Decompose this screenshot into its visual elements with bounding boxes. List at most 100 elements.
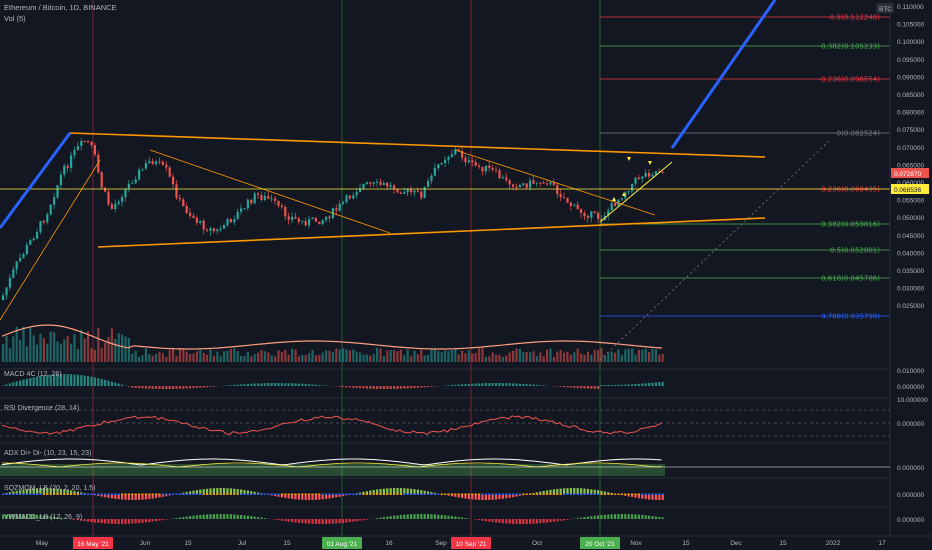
candle-body [236,211,239,220]
macd-bar [250,383,253,386]
macd-bar [471,383,474,386]
candle-body [117,201,120,204]
macd-bar [206,386,209,388]
sqzmom-bar [552,489,555,494]
sqzmom-bar [478,494,481,500]
sqz-dot [406,493,409,495]
volume-bar [12,336,15,362]
volume-bar [246,352,249,362]
sqzmom-bar [331,494,334,498]
sqz-dot [573,493,576,495]
candle-body [413,190,416,193]
sqz-dot [110,493,113,495]
macd-bar [56,374,59,386]
sqzmom-bar [386,488,389,494]
sqzmom-bar [59,488,62,494]
sqzmom-bar [131,494,134,500]
sqzmom-bar [627,494,630,497]
sqz-dot [474,493,477,495]
sqz-dot [505,493,508,495]
candle-body [250,199,253,204]
macd-bar [212,386,215,387]
volume-bar [481,347,484,362]
vwmacd-bar [46,515,49,519]
sqzmom-bar [46,488,49,494]
sqzmom-bar [32,488,35,494]
candle-body [175,184,178,198]
volume-bar [59,343,62,362]
vwmacd-bar [386,516,389,519]
projection-arrow-right[interactable] [670,0,777,149]
time-axis[interactable]: May Jun 15 Jul 15 16 Sep Oct Nov 15 Dec 15 2022 17 16 … [36,537,886,549]
vwmacd-bar [80,519,83,521]
macd-axis-value: 0.000000 [897,384,924,391]
projection-arrow-left[interactable] [0,132,72,229]
vwmacd-bar [658,516,661,519]
candle-body [104,187,107,192]
vwmacd-bar [437,514,440,519]
volume-bar [549,348,552,362]
macd-bar [539,385,542,386]
volume-bar [603,355,606,362]
sqz-dot [314,493,317,495]
sqzmom-bar [338,494,341,497]
sqz-dot [369,493,372,495]
candle-body [386,182,389,187]
sqz-dot [240,493,243,495]
sqz-dot [216,493,219,495]
sqzmom-bar [563,488,566,494]
upper-trendline[interactable] [69,132,766,158]
vwmacd-bar [97,519,100,523]
macd-bar [393,386,396,389]
macd-bar [359,386,362,389]
macd-bar [338,386,341,387]
volume-bar [53,332,56,362]
macd-bar [478,383,481,386]
vwmacd-bar [246,515,249,519]
macd-bar [8,383,11,386]
sqzmom-bar [467,494,470,500]
candle-body [73,149,76,156]
vwmacd-bar [423,514,426,519]
rising-support-line[interactable] [0,159,101,321]
volume-bar [457,354,460,362]
candle-body [600,218,603,221]
sqz-dot [338,493,341,495]
sqzmom-bar [413,489,416,494]
fib-level-label: 0.618(0.045786) [821,275,880,283]
sqzmom-bar [195,490,198,494]
sqz-dot [263,493,266,495]
candle-body [97,154,100,173]
vwmacd-bar [464,518,467,519]
rising-wedge-line[interactable] [599,161,673,223]
time-axis-highlight: 10 Sep '21 [451,537,491,549]
macd-bar [263,383,266,386]
candle-body [209,228,212,231]
vwmacd-bar [219,514,222,519]
candle-body [219,228,222,230]
sqzmom-bar [274,494,277,497]
macd-bar [83,375,86,386]
price-axis-tick: 0.065000 [897,162,924,169]
volume-bar [406,349,409,362]
vwmacd-bar [474,519,477,520]
sqz-dot [294,493,297,495]
vwmacd-bar [104,519,107,524]
sqzmom-bar [535,492,538,494]
lower-trendline[interactable] [97,217,766,248]
descending-trendline[interactable] [149,149,391,234]
vwmacd-bar [25,514,28,519]
candle-body [243,208,246,210]
candle-body [87,141,90,143]
sqzmom-bar [236,489,239,494]
vwmacd-bar [83,519,86,522]
candle-body [450,154,453,157]
candle-body [542,182,545,184]
macd-bar [287,383,290,386]
sqzmom-bar [634,494,637,498]
volume-bar [243,356,246,362]
sqzmom-bar [335,494,338,498]
volume-bar [185,351,188,362]
price-axis[interactable]: 0.110000 0.105000 0.100000 0.095000 0.090000… [897,4,924,310]
